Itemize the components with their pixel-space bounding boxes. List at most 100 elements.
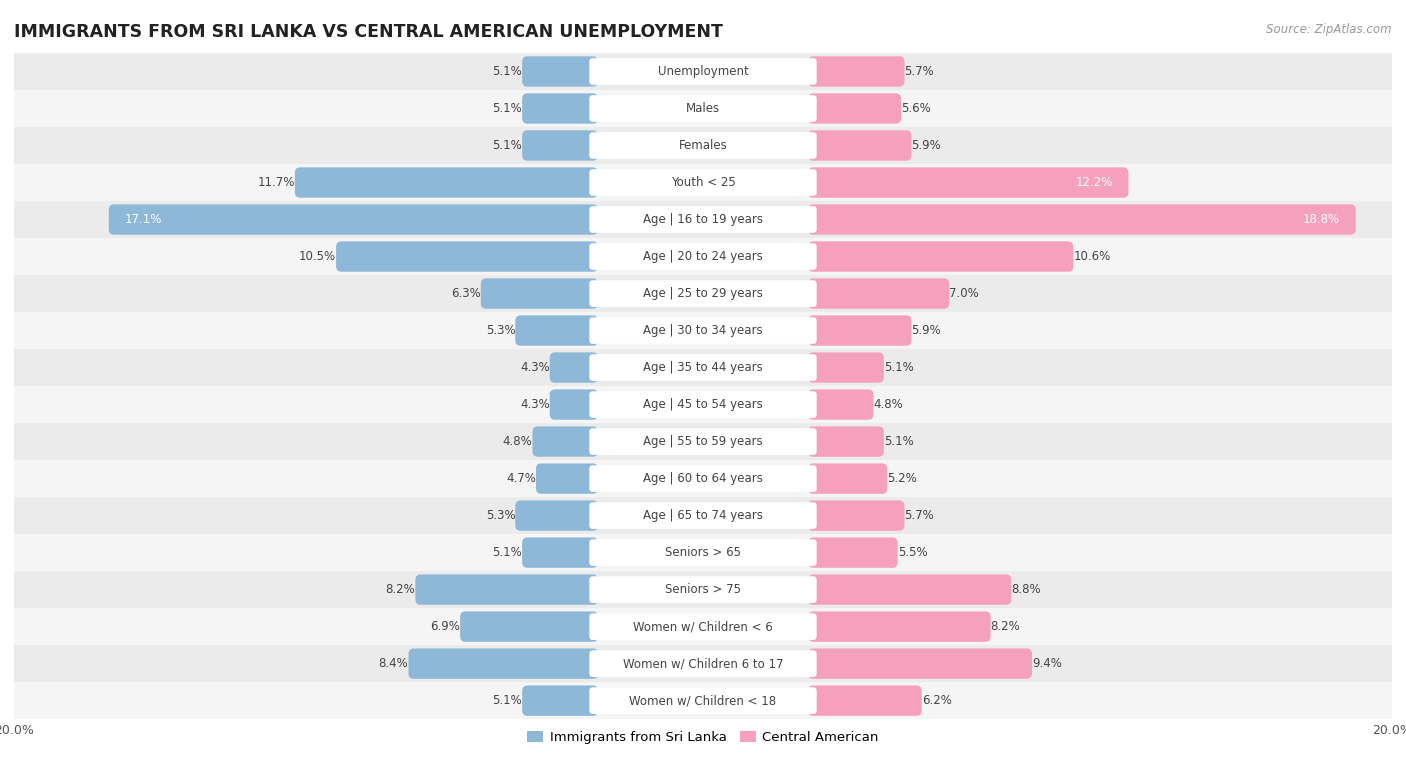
- Text: 4.8%: 4.8%: [873, 398, 903, 411]
- FancyBboxPatch shape: [14, 275, 1392, 312]
- Text: Seniors > 65: Seniors > 65: [665, 546, 741, 559]
- Text: 8.8%: 8.8%: [1011, 583, 1040, 596]
- FancyBboxPatch shape: [409, 649, 598, 679]
- FancyBboxPatch shape: [589, 613, 817, 640]
- FancyBboxPatch shape: [522, 93, 598, 123]
- FancyBboxPatch shape: [108, 204, 598, 235]
- Text: Males: Males: [686, 102, 720, 115]
- FancyBboxPatch shape: [589, 243, 817, 269]
- FancyBboxPatch shape: [808, 93, 901, 123]
- FancyBboxPatch shape: [808, 241, 1073, 272]
- Text: 4.3%: 4.3%: [520, 398, 550, 411]
- Text: Youth < 25: Youth < 25: [671, 176, 735, 189]
- Text: 5.1%: 5.1%: [492, 139, 522, 152]
- FancyBboxPatch shape: [808, 316, 911, 346]
- Text: 5.1%: 5.1%: [492, 694, 522, 707]
- Text: 5.5%: 5.5%: [897, 546, 927, 559]
- FancyBboxPatch shape: [589, 170, 817, 196]
- FancyBboxPatch shape: [808, 463, 887, 494]
- FancyBboxPatch shape: [589, 317, 817, 344]
- FancyBboxPatch shape: [589, 132, 817, 159]
- FancyBboxPatch shape: [14, 90, 1392, 127]
- Text: 12.2%: 12.2%: [1076, 176, 1114, 189]
- Text: 9.4%: 9.4%: [1032, 657, 1062, 670]
- FancyBboxPatch shape: [808, 389, 873, 419]
- Text: Age | 65 to 74 years: Age | 65 to 74 years: [643, 509, 763, 522]
- FancyBboxPatch shape: [808, 204, 1355, 235]
- Text: Women w/ Children < 18: Women w/ Children < 18: [630, 694, 776, 707]
- Text: 8.2%: 8.2%: [991, 620, 1021, 633]
- FancyBboxPatch shape: [14, 682, 1392, 719]
- Text: IMMIGRANTS FROM SRI LANKA VS CENTRAL AMERICAN UNEMPLOYMENT: IMMIGRANTS FROM SRI LANKA VS CENTRAL AME…: [14, 23, 723, 41]
- FancyBboxPatch shape: [14, 571, 1392, 608]
- Text: Age | 35 to 44 years: Age | 35 to 44 years: [643, 361, 763, 374]
- Text: 11.7%: 11.7%: [257, 176, 295, 189]
- Text: 5.9%: 5.9%: [911, 324, 941, 337]
- FancyBboxPatch shape: [589, 58, 817, 85]
- FancyBboxPatch shape: [14, 164, 1392, 201]
- FancyBboxPatch shape: [589, 391, 817, 418]
- FancyBboxPatch shape: [14, 460, 1392, 497]
- Text: Age | 45 to 54 years: Age | 45 to 54 years: [643, 398, 763, 411]
- FancyBboxPatch shape: [14, 534, 1392, 571]
- FancyBboxPatch shape: [589, 576, 817, 603]
- Text: 6.2%: 6.2%: [922, 694, 952, 707]
- Text: 10.6%: 10.6%: [1073, 250, 1111, 263]
- Text: 18.8%: 18.8%: [1303, 213, 1340, 226]
- FancyBboxPatch shape: [14, 53, 1392, 90]
- Text: 5.1%: 5.1%: [492, 102, 522, 115]
- FancyBboxPatch shape: [481, 279, 598, 309]
- FancyBboxPatch shape: [808, 279, 949, 309]
- FancyBboxPatch shape: [589, 428, 817, 455]
- Text: Age | 16 to 19 years: Age | 16 to 19 years: [643, 213, 763, 226]
- FancyBboxPatch shape: [522, 686, 598, 716]
- FancyBboxPatch shape: [14, 386, 1392, 423]
- FancyBboxPatch shape: [14, 645, 1392, 682]
- Text: 4.8%: 4.8%: [503, 435, 533, 448]
- FancyBboxPatch shape: [533, 426, 598, 456]
- FancyBboxPatch shape: [808, 500, 904, 531]
- FancyBboxPatch shape: [589, 280, 817, 307]
- Text: 5.3%: 5.3%: [485, 324, 515, 337]
- Text: 5.7%: 5.7%: [904, 65, 934, 78]
- FancyBboxPatch shape: [14, 127, 1392, 164]
- Text: 8.2%: 8.2%: [385, 583, 415, 596]
- FancyBboxPatch shape: [808, 130, 911, 160]
- Legend: Immigrants from Sri Lanka, Central American: Immigrants from Sri Lanka, Central Ameri…: [522, 726, 884, 749]
- FancyBboxPatch shape: [14, 349, 1392, 386]
- FancyBboxPatch shape: [14, 201, 1392, 238]
- FancyBboxPatch shape: [550, 389, 598, 419]
- Text: 6.3%: 6.3%: [451, 287, 481, 300]
- Text: 5.1%: 5.1%: [492, 65, 522, 78]
- Text: Females: Females: [679, 139, 727, 152]
- FancyBboxPatch shape: [536, 463, 598, 494]
- Text: 5.1%: 5.1%: [492, 546, 522, 559]
- FancyBboxPatch shape: [808, 537, 897, 568]
- Text: 6.9%: 6.9%: [430, 620, 460, 633]
- FancyBboxPatch shape: [808, 686, 922, 716]
- Text: Seniors > 75: Seniors > 75: [665, 583, 741, 596]
- Text: Women w/ Children < 6: Women w/ Children < 6: [633, 620, 773, 633]
- FancyBboxPatch shape: [589, 466, 817, 492]
- Text: 17.1%: 17.1%: [124, 213, 162, 226]
- FancyBboxPatch shape: [589, 206, 817, 233]
- FancyBboxPatch shape: [460, 612, 598, 642]
- FancyBboxPatch shape: [589, 503, 817, 529]
- FancyBboxPatch shape: [522, 130, 598, 160]
- FancyBboxPatch shape: [14, 423, 1392, 460]
- FancyBboxPatch shape: [550, 353, 598, 383]
- Text: Age | 20 to 24 years: Age | 20 to 24 years: [643, 250, 763, 263]
- Text: 5.6%: 5.6%: [901, 102, 931, 115]
- FancyBboxPatch shape: [589, 354, 817, 381]
- FancyBboxPatch shape: [336, 241, 598, 272]
- FancyBboxPatch shape: [589, 539, 817, 566]
- FancyBboxPatch shape: [14, 608, 1392, 645]
- Text: Unemployment: Unemployment: [658, 65, 748, 78]
- Text: Women w/ Children 6 to 17: Women w/ Children 6 to 17: [623, 657, 783, 670]
- Text: 5.9%: 5.9%: [911, 139, 941, 152]
- FancyBboxPatch shape: [14, 312, 1392, 349]
- FancyBboxPatch shape: [808, 353, 884, 383]
- FancyBboxPatch shape: [808, 612, 991, 642]
- FancyBboxPatch shape: [589, 95, 817, 122]
- FancyBboxPatch shape: [808, 167, 1129, 198]
